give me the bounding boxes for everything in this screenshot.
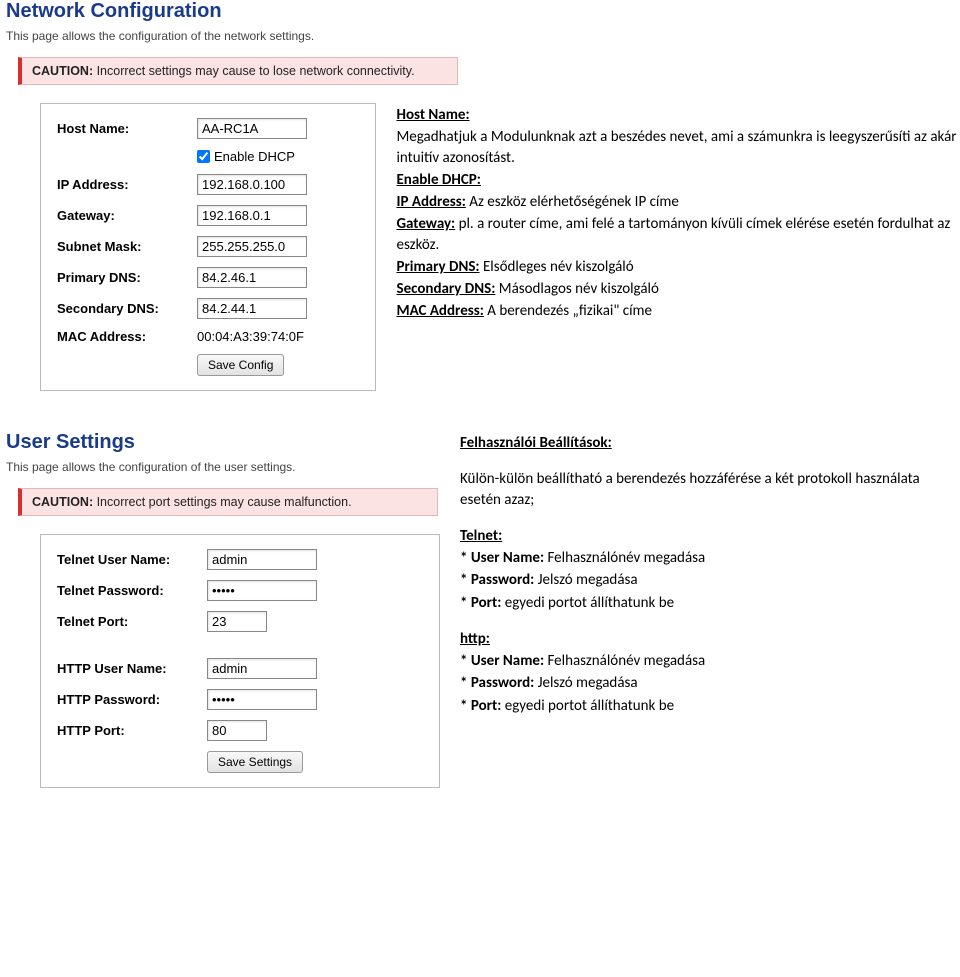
- telnet-port-input[interactable]: [207, 611, 267, 632]
- note-un-label-2: * User Name:: [460, 652, 544, 670]
- page-title: User Settings: [6, 431, 440, 454]
- ip-address-input[interactable]: [197, 174, 307, 195]
- caution-label: CAUTION:: [32, 64, 93, 78]
- note-un-text-2: Felhasználónév megadása: [544, 652, 705, 670]
- secondary-dns-input[interactable]: [197, 298, 307, 319]
- user-settings-section: User Settings This page allows the confi…: [0, 431, 960, 788]
- primary-dns-label: Primary DNS:: [57, 270, 197, 285]
- note-mac-text: A berendezés „fizikai" címe: [484, 302, 652, 320]
- network-notes: Host Name: Megadhatjuk a Modulunknak azt…: [396, 103, 960, 324]
- note-pdns-heading: Primary DNS:: [396, 258, 479, 276]
- caution-label: CAUTION:: [32, 495, 93, 509]
- note-pw-label-2: * Password:: [460, 674, 534, 692]
- page-title: Network Configuration: [6, 0, 960, 23]
- note-user-intro: Külön-külön beállítható a berendezés hoz…: [460, 469, 960, 510]
- secondary-dns-label: Secondary DNS:: [57, 301, 197, 316]
- gateway-input[interactable]: [197, 205, 307, 226]
- note-pw-text: Jelszó megadása: [534, 571, 637, 589]
- telnet-user-label: Telnet User Name:: [57, 552, 207, 567]
- note-host-name-text: Megadhatjuk a Modulunknak azt a beszédes…: [396, 127, 960, 168]
- note-host-name-heading: Host Name:: [396, 106, 469, 124]
- page-description: This page allows the configuration of th…: [6, 29, 960, 43]
- save-settings-button[interactable]: Save Settings: [207, 751, 303, 773]
- host-name-input[interactable]: [197, 118, 307, 139]
- note-pt-text: egyedi portot állíthatunk be: [501, 594, 674, 612]
- note-pw-text-2: Jelszó megadása: [534, 674, 637, 692]
- subnet-mask-input[interactable]: [197, 236, 307, 257]
- enable-dhcp-label: Enable DHCP: [214, 149, 295, 164]
- caution-text: Incorrect settings may cause to lose net…: [93, 64, 414, 78]
- note-http-heading: http:: [460, 630, 490, 648]
- http-password-label: HTTP Password:: [57, 692, 207, 707]
- page-description: This page allows the configuration of th…: [6, 460, 440, 474]
- http-user-input[interactable]: [207, 658, 317, 679]
- caution-box: CAUTION: Incorrect port settings may cau…: [18, 488, 438, 516]
- enable-dhcp-checkbox[interactable]: [197, 150, 210, 163]
- note-mac-heading: MAC Address:: [396, 302, 483, 320]
- note-ip-heading: IP Address:: [396, 193, 465, 211]
- note-gateway-heading: Gateway:: [396, 215, 455, 233]
- note-un-label: * User Name:: [460, 549, 544, 567]
- ip-address-label: IP Address:: [57, 177, 197, 192]
- http-port-label: HTTP Port:: [57, 723, 207, 738]
- telnet-password-input[interactable]: [207, 580, 317, 601]
- telnet-port-label: Telnet Port:: [57, 614, 207, 629]
- note-pt-label-2: * Port:: [460, 697, 501, 715]
- note-enable-dhcp-heading: Enable DHCP:: [396, 171, 480, 189]
- network-form-panel: Host Name: Enable DHCP IP Address: Gatew…: [40, 103, 376, 391]
- mac-address-value: 00:04:A3:39:74:0F: [197, 329, 304, 344]
- user-form-panel: Telnet User Name: Telnet Password: Telne…: [40, 534, 440, 788]
- subnet-mask-label: Subnet Mask:: [57, 239, 197, 254]
- note-user-heading: Felhasználói Beállítások:: [460, 434, 612, 452]
- save-config-button[interactable]: Save Config: [197, 354, 284, 376]
- note-pdns-text: Elsődleges név kiszolgáló: [480, 258, 634, 276]
- telnet-password-label: Telnet Password:: [57, 583, 207, 598]
- note-un-text: Felhasználónév megadása: [544, 549, 705, 567]
- http-port-input[interactable]: [207, 720, 267, 741]
- note-pt-label: * Port:: [460, 594, 501, 612]
- user-notes: Felhasználói Beállítások: Külön-külön be…: [460, 431, 960, 718]
- note-sdns-text: Másodlagos név kiszolgáló: [495, 280, 659, 298]
- note-gateway-text: pl. a router címe, ami felé a tartományo…: [396, 215, 950, 253]
- gateway-label: Gateway:: [57, 208, 197, 223]
- note-pw-label: * Password:: [460, 571, 534, 589]
- network-config-section: Network Configuration This page allows t…: [0, 0, 960, 391]
- note-sdns-heading: Secondary DNS:: [396, 280, 495, 298]
- caution-box: CAUTION: Incorrect settings may cause to…: [18, 57, 458, 85]
- mac-address-label: MAC Address:: [57, 329, 197, 344]
- note-telnet-heading: Telnet:: [460, 527, 502, 545]
- primary-dns-input[interactable]: [197, 267, 307, 288]
- http-user-label: HTTP User Name:: [57, 661, 207, 676]
- note-ip-text: Az eszköz elérhetőségének IP címe: [466, 193, 679, 211]
- note-pt-text-2: egyedi portot állíthatunk be: [501, 697, 674, 715]
- http-password-input[interactable]: [207, 689, 317, 710]
- caution-text: Incorrect port settings may cause malfun…: [93, 495, 351, 509]
- host-name-label: Host Name:: [57, 121, 197, 136]
- telnet-user-input[interactable]: [207, 549, 317, 570]
